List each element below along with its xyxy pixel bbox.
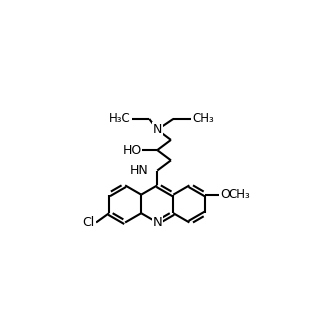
Text: HN: HN [130, 164, 148, 177]
Text: H₃C: H₃C [109, 112, 130, 125]
Text: Cl: Cl [82, 216, 94, 229]
Text: CH₃: CH₃ [228, 188, 250, 201]
Text: O: O [220, 188, 230, 201]
Text: N: N [152, 123, 162, 136]
Text: N: N [152, 216, 162, 229]
Text: CH₃: CH₃ [192, 112, 214, 125]
Text: HO: HO [122, 144, 142, 157]
